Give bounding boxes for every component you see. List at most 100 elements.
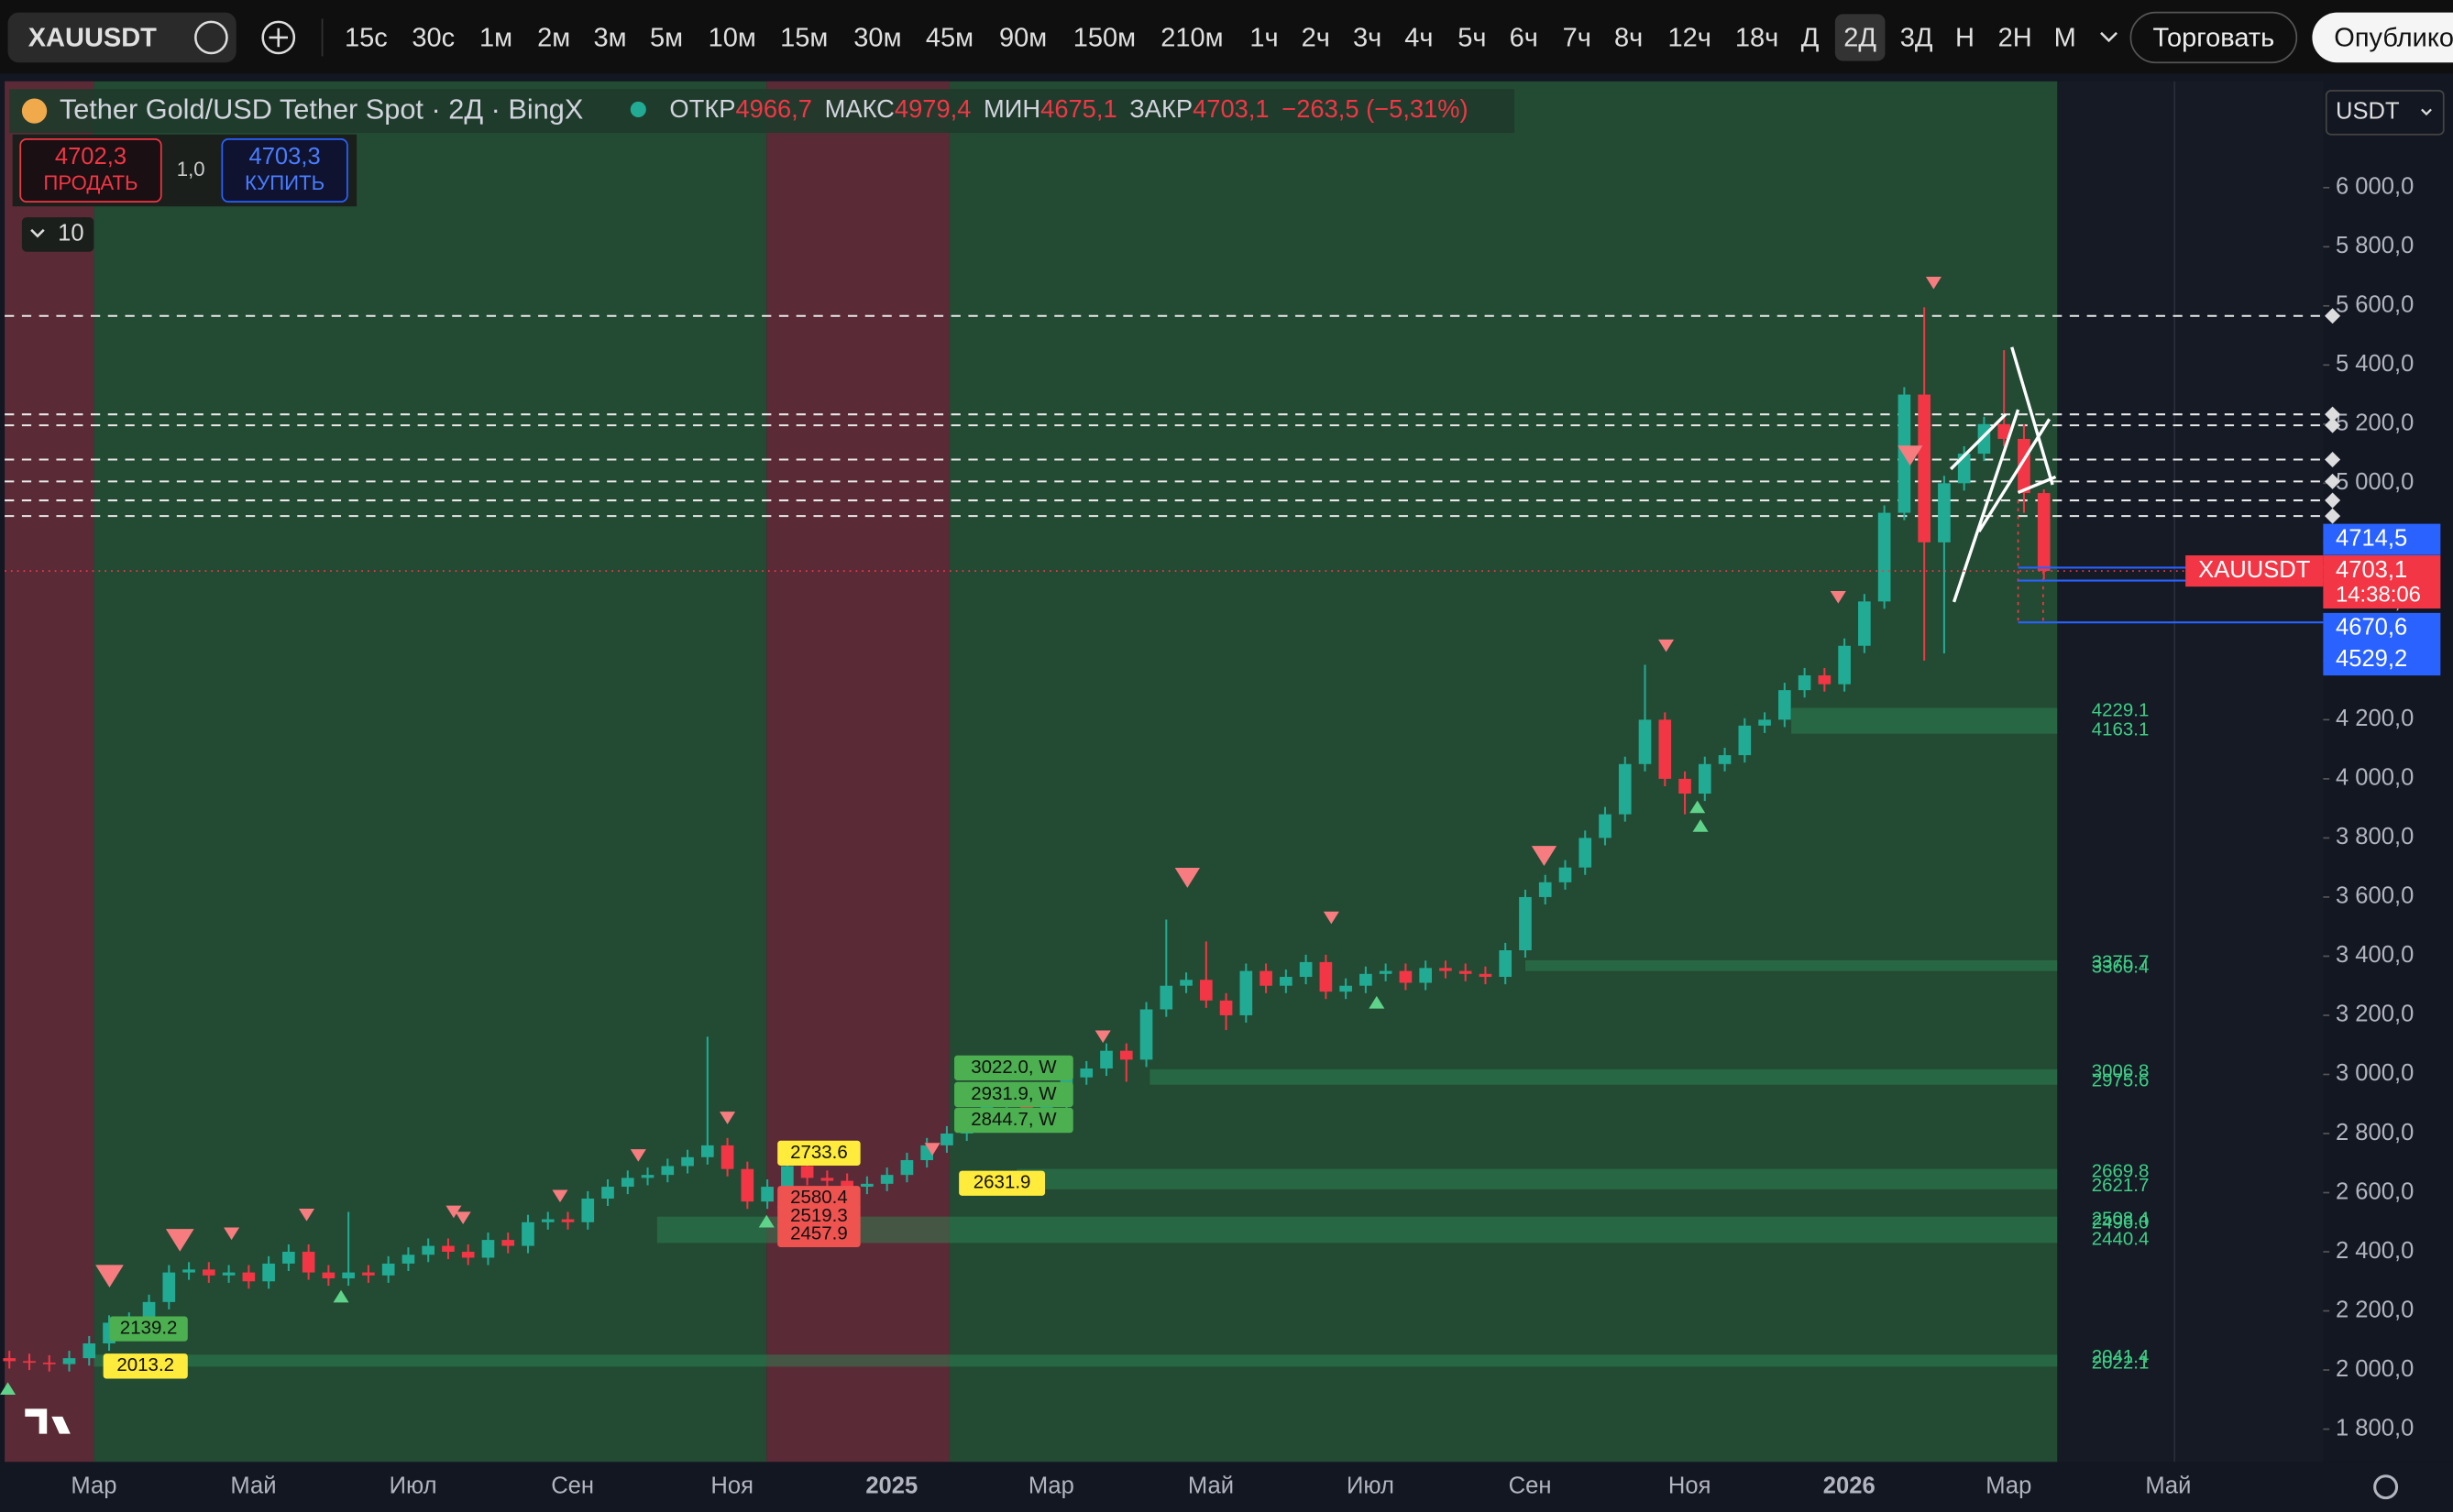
y-tick-label: 2 800,0 [2336, 1120, 2414, 1145]
annotation-box [954, 1081, 1073, 1108]
chevron[interactable] [2100, 31, 2118, 43]
currency[interactable]: USDT [2336, 99, 2400, 125]
candle-body [1080, 1068, 1094, 1078]
chart-title: Tether Gold/USD Tether Spot · 2Д · BingX [60, 93, 584, 125]
publish-button[interactable] [2312, 12, 2453, 63]
level-marker [2325, 417, 2341, 433]
y-tick-label: 5 200,0 [2336, 411, 2414, 436]
y-tick-label: 3 400,0 [2336, 942, 2414, 968]
signal-marker [95, 1265, 124, 1287]
level-label: 2975.6 [2092, 1070, 2150, 1091]
interval[interactable]: 90м [999, 23, 1047, 52]
buy-price[interactable]: 4703,3 [248, 144, 320, 170]
interval[interactable]: 45м [926, 23, 974, 52]
candle-body [1798, 675, 1811, 691]
trade-button[interactable] [2129, 11, 2298, 64]
candle-body [741, 1168, 754, 1202]
annotation-box [103, 1353, 188, 1379]
annotation-label: 3022.0, W [971, 1057, 1057, 1078]
interval[interactable]: 5ч [1458, 23, 1486, 52]
last-price-label: 4703,1 [2336, 557, 2407, 583]
candle-body [641, 1175, 654, 1178]
interval[interactable]: 8ч [1614, 23, 1643, 52]
signal-marker [1692, 819, 1709, 832]
interval[interactable]: 15с [345, 23, 388, 52]
candle-body [1260, 970, 1272, 986]
indicators-toggle[interactable] [21, 217, 94, 252]
indicators-count[interactable]: 10 [58, 221, 83, 247]
active-interval-bg [1834, 14, 1886, 61]
icon[interactable] [194, 20, 228, 55]
x-tick-label: Май [2145, 1473, 2191, 1498]
y-tick-label: 3 800,0 [2336, 824, 2414, 849]
candle-body [62, 1358, 76, 1364]
currency-select[interactable] [2325, 90, 2445, 136]
interval[interactable]: 1ч [1249, 23, 1278, 52]
y-tick-label: 2 200,0 [2336, 1297, 2414, 1322]
signal-marker [1925, 277, 1942, 290]
interval[interactable]: 4ч [1404, 23, 1433, 52]
candle-body [381, 1263, 395, 1276]
y-tick-label: 2 600,0 [2336, 1178, 2414, 1204]
interval[interactable]: Н [1955, 23, 1974, 52]
buy-label[interactable]: КУПИТЬ [245, 171, 324, 194]
candle-body [282, 1252, 295, 1264]
interval[interactable]: 1м [479, 23, 512, 52]
candle-body [1918, 394, 1930, 542]
interval[interactable]: Д [1801, 23, 1820, 52]
candle-body [1139, 1009, 1153, 1060]
y-tick-label: 4 200,0 [2336, 706, 2414, 731]
candle-body [541, 1219, 555, 1222]
interval[interactable]: 30м [853, 23, 901, 52]
interval[interactable]: М [2054, 23, 2076, 52]
y-tick-label: 2 400,0 [2336, 1238, 2414, 1264]
interval[interactable]: 18ч [1735, 23, 1778, 52]
candle-body [442, 1245, 455, 1253]
interval[interactable]: 210м [1160, 23, 1223, 52]
x-tick-label: Сен [1509, 1473, 1552, 1498]
interval[interactable]: 3ч [1353, 23, 1381, 52]
interval[interactable]: 10м [709, 23, 756, 52]
settings-icon[interactable] [2373, 1474, 2399, 1500]
interval[interactable]: 2Д [1843, 23, 1876, 52]
level-marker [2325, 451, 2341, 468]
level-label: 3006.8 [2092, 1061, 2150, 1082]
candle-body [861, 1183, 874, 1188]
sell-label[interactable]: ПРОДАТЬ [43, 171, 138, 194]
interval[interactable]: 7ч [1563, 23, 1591, 52]
candle-body [342, 1272, 355, 1279]
level-zone [1524, 959, 2058, 971]
signal-marker [165, 1229, 194, 1252]
candle-body [1239, 970, 1253, 1015]
symbol-box[interactable] [7, 12, 236, 63]
sell-price[interactable]: 4702,3 [55, 144, 126, 170]
interval[interactable]: 5м [650, 23, 683, 52]
publish-button-label[interactable]: Опублико [2334, 23, 2453, 52]
candle-body [841, 1180, 853, 1188]
quantity[interactable]: 1,0 [177, 158, 205, 181]
interval[interactable]: 2м [537, 23, 570, 52]
interval[interactable]: 2Н [1998, 23, 2032, 52]
signal-marker [224, 1227, 240, 1241]
symbol[interactable]: XAUUSDT [28, 23, 157, 52]
logo [25, 1408, 71, 1434]
annotation-label: 2733.6 [790, 1142, 848, 1163]
interval[interactable]: 2ч [1302, 23, 1330, 52]
sell-button[interactable] [19, 138, 162, 203]
interval[interactable]: 150м [1073, 23, 1136, 52]
interval[interactable]: 3Д [1900, 23, 1933, 52]
interval[interactable]: 30с [412, 23, 455, 52]
interval[interactable]: 12ч [1667, 23, 1710, 52]
add-icon[interactable] [261, 20, 296, 55]
ohlc: ОТКР4966,7 МАКС4979,4 МИН4675,1 ЗАКР4703,1−… [669, 94, 1468, 123]
level-marker [2325, 508, 2341, 524]
buy-button[interactable] [221, 138, 348, 203]
signal-marker [1689, 800, 1706, 814]
candle-body [82, 1343, 96, 1359]
interval[interactable]: 6ч [1510, 23, 1538, 52]
trade-button-label[interactable]: Торговать [2153, 23, 2275, 52]
interval[interactable]: 3м [594, 23, 627, 52]
interval[interactable]: 15м [780, 23, 828, 52]
level-label: 2041.4 [2092, 1346, 2150, 1367]
order-tag [2323, 612, 2441, 644]
